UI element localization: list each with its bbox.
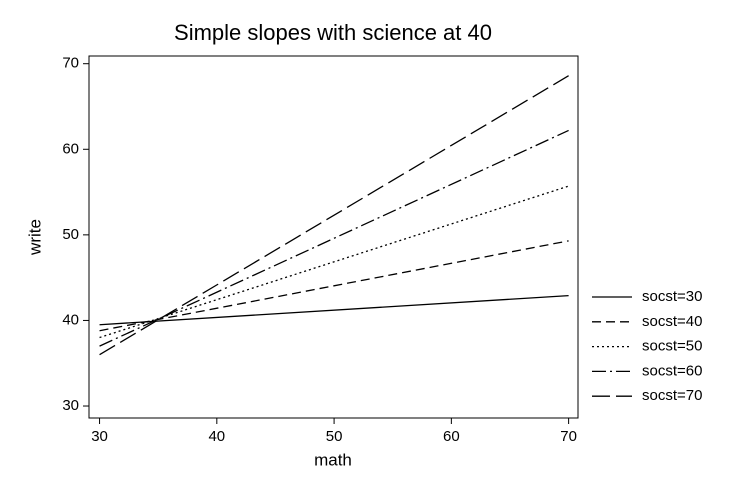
legend-label: socst=50 [642,338,702,355]
line-series [99,294,569,326]
line-series [99,185,569,339]
x-tick-label: 30 [91,428,108,445]
legend-label: socst=60 [642,362,702,379]
x-axis-label: math [314,450,352,469]
legend-label: socst=40 [642,313,702,330]
x-tick-label: 40 [208,428,225,445]
plot-frame [88,55,579,419]
x-tick-label: 60 [443,428,460,445]
y-axis-label: write [25,219,44,256]
line-series [99,129,569,347]
x-tick-label: 70 [560,428,577,445]
y-tick-label: 70 [62,55,79,72]
chart-title: Simple slopes with science at 40 [174,20,492,45]
y-tick-label: 50 [62,226,79,243]
x-tick-label: 50 [326,428,343,445]
line-series [99,240,569,332]
y-tick-label: 60 [62,140,79,157]
legend-label: socst=70 [642,387,702,404]
legend-label: socst=30 [642,288,702,305]
line-series [99,75,569,356]
y-tick-label: 40 [62,311,79,328]
y-tick-label: 30 [62,397,79,414]
